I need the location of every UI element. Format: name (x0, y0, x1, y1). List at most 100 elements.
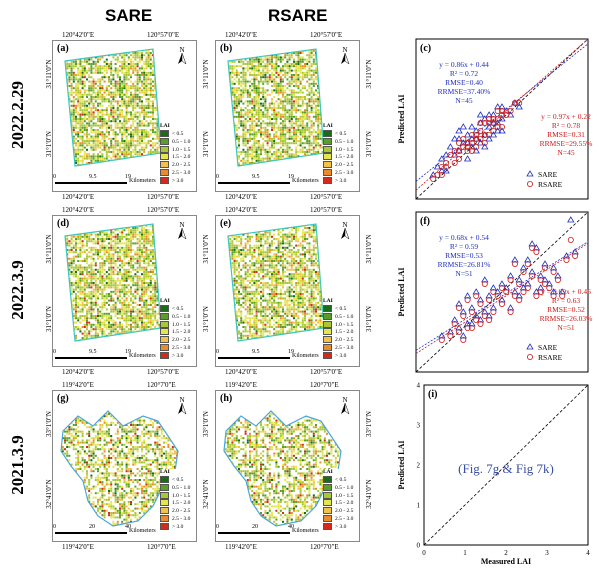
lai-legend-title-0-1: LAI (323, 123, 333, 129)
scale-bar-line-1-0 (55, 357, 127, 359)
scale-tick-0-1-1: 9.5 (252, 174, 260, 180)
sare-stat-0-1: R² = 0.72 (450, 69, 479, 78)
point-1-0-50 (571, 248, 579, 255)
lai-legend-label-1-0-5: 2.5 - 3.0 (172, 344, 191, 351)
lai-legend-label-1-0-1: 0.5 - 1.0 (172, 313, 191, 320)
legend-label-rsare-1: RSARE (538, 353, 563, 362)
row-label-2: 2022.3.9 (8, 260, 27, 320)
one-to-one-line-0 (415, 38, 589, 200)
point-1-1-21 (529, 273, 536, 280)
point-0-1-18 (481, 120, 488, 127)
lai-legend-swatch-2-0-6 (160, 522, 169, 530)
point-0-1-6 (456, 148, 463, 155)
y-tick-2-3: 3 (417, 422, 421, 430)
x-tick-2-0: 0 (422, 549, 426, 557)
legend-label-rsare-0: RSARE (538, 180, 563, 189)
panel-label-chart-2: (i) (428, 389, 437, 400)
point-0-1-3 (443, 160, 450, 167)
lai-legend-label-1-1-4: 2.0 - 2.5 (335, 336, 354, 343)
scale-tick-0-1-0: 0 (216, 174, 219, 180)
lai-legend-swatch-2-1-6 (323, 522, 332, 530)
lai-legend-label-0-0-6: > 3.0 (172, 177, 184, 184)
lai-legend-item-1-0-3: 1.5 - 2.0 (160, 328, 190, 336)
coord-lat-top-right-0: 31°11'0"N (202, 59, 210, 89)
point-1-0-0 (438, 332, 446, 339)
lai-legend-item-0-1-6: > 3.0 (323, 176, 353, 185)
point-0-0-20 (485, 123, 493, 130)
lai-legend-item-0-0-1: 0.5 - 1.0 (160, 137, 190, 146)
coord-bottom-right-0-0: 120°57'0"E (147, 193, 180, 201)
coord-bottom-left-2-0: 119°42'0"E (62, 543, 94, 551)
point-1-1-31 (464, 297, 471, 304)
lai-legend-swatch-1-1-3 (323, 328, 332, 336)
point-0-1-33 (490, 120, 497, 127)
point-1-0-34 (489, 284, 498, 291)
point-0-1-34 (507, 108, 514, 115)
lai-legend-item-0-0-5: 2.5 - 3.0 (160, 168, 190, 177)
point-1-0-8 (476, 296, 485, 303)
lai-legend-label-1-1-2: 1.0 - 1.5 (335, 321, 354, 328)
rsare-stat-0-3: RRMSE=29.55% (540, 139, 593, 148)
x-tick-2-4: 4 (586, 549, 590, 557)
map-raster-1-1 (227, 223, 325, 342)
point-0-0-44 (438, 167, 446, 174)
point-0-1-10 (464, 148, 471, 155)
point-0-1-43 (494, 124, 501, 131)
point-1-1-10 (486, 297, 493, 304)
lai-legend-item-1-0-6: > 3.0 (160, 351, 190, 360)
north-arrow-icon-0-1: N (341, 46, 350, 65)
panel-label-0-1: (b) (220, 43, 233, 54)
lai-legend-item-1-1-0: < 0.5 (323, 305, 353, 313)
legend-marker-sare-0 (526, 170, 534, 177)
coord-top-left-1-1: 120°42'0"E (225, 206, 258, 214)
point-1-0-18 (515, 276, 523, 283)
point-1-0-3 (455, 324, 463, 331)
y-axis-label-1: Predicted LAI (397, 268, 406, 317)
point-0-1-14 (473, 132, 480, 139)
coord-lat-bottom-2-1: 32°41'0"N (365, 479, 373, 509)
point-1-0-30 (455, 300, 463, 307)
rsare-stat-0-2: RMSE=0.31 (547, 130, 585, 139)
legend-marker-rsare-1 (526, 353, 533, 360)
coord-lat-bottom-right-0: 31°1'0"N (202, 131, 210, 157)
point-1-1-9 (481, 313, 488, 320)
lai-legend-item-2-1-0: < 0.5 (323, 476, 353, 484)
map-raster-0-0 (64, 48, 162, 167)
rsare-stat-0-4: N=45 (557, 148, 574, 157)
sare-stat-1-2: RMSE=0.53 (445, 251, 483, 260)
fit-line-1-1 (415, 242, 589, 354)
point-0-1-23 (494, 116, 501, 123)
lai-legend-swatch-1-0-6 (160, 351, 169, 359)
point-1-0-40 (549, 288, 558, 295)
lai-legend-item-0-0-0: < 0.5 (160, 130, 190, 138)
coord-lat-top-right-1: 31°11'0"N (202, 234, 210, 264)
lai-legend-item-0-1-5: 2.5 - 3.0 (323, 168, 353, 177)
panel-label-0-0: (a) (57, 43, 69, 54)
lai-legend-item-0-1-4: 2.0 - 2.5 (323, 161, 353, 169)
point-1-1-47 (529, 245, 536, 252)
point-1-0-41 (459, 332, 468, 339)
map-panel-0-1: (b) N LAI < 0.5 0.5 - 1.0 1.0 - 1.5 1.5 - 2.0 2… (215, 40, 360, 192)
point-0-1-11 (468, 140, 475, 147)
scale-bar-1-1: 0 9.5 19 Kilometers (216, 349, 323, 364)
lai-legend-item-1-0-5: 2.5 - 3.0 (160, 343, 191, 352)
map-raster-1-0 (64, 223, 162, 342)
panel-label-chart-1: (f) (420, 216, 430, 227)
point-0-1-26 (499, 112, 506, 119)
rsare-stat-1-2: RMSE=0.52 (547, 305, 585, 314)
lai-legend-swatch-0-1-0 (323, 130, 332, 137)
map-panel-1-1: (e) N LAI < 0.5 0.5 - 1.0 1.0 - 1.5 1.5 - 2.0 2… (215, 215, 360, 367)
point-1-1-7 (473, 317, 480, 324)
point-1-0-5 (463, 320, 472, 327)
lai-legend-swatch-2-1-1 (323, 483, 332, 491)
point-1-0-4 (459, 308, 468, 315)
coord-top-right-1-1: 120°57'0"E (310, 206, 343, 214)
lai-legend-item-2-1-5: 2.5 - 3.0 (323, 514, 353, 523)
point-0-1-32 (481, 140, 488, 147)
map-panel-2-1: (h) N LAI < 0.5 0.5 - 1.0 1.0 - 1.5 1.5 - 2.0 2… (215, 390, 360, 542)
lai-legend-label-2-1-4: 2.0 - 2.5 (335, 507, 354, 514)
scale-tick-2-0-2: 40 (125, 524, 131, 530)
lai-legend-item-1-1-6: > 3.0 (323, 351, 353, 360)
lai-legend-label-2-1-3: 1.5 - 2.0 (335, 500, 354, 507)
